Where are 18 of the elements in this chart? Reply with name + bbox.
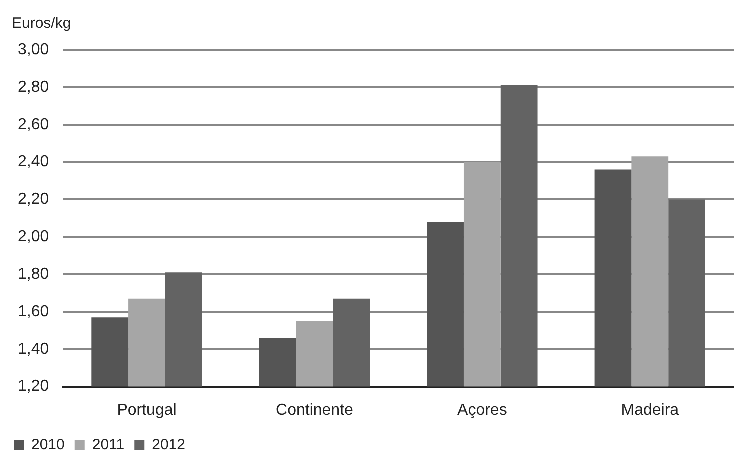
y-tick-label: 2,00 xyxy=(18,228,50,246)
x-tick-label: Portugal xyxy=(117,402,177,419)
y-tick-label: 1,60 xyxy=(18,303,50,320)
y-axis-title: Euros/kg xyxy=(12,15,72,32)
y-tick-label: 3,00 xyxy=(18,41,50,58)
x-tick-label: Açores xyxy=(458,402,508,419)
y-tick-label: 2,20 xyxy=(18,191,50,208)
legend-label: 2010 xyxy=(32,436,65,454)
legend-label: 2011 xyxy=(92,436,125,454)
x-tick-label: Madeira xyxy=(621,402,680,419)
x-tick-label: Continente xyxy=(276,402,354,419)
legend-label: 2012 xyxy=(152,436,186,454)
y-tick-label: 1,20 xyxy=(18,378,50,396)
y-tick-label: 1,80 xyxy=(18,266,50,283)
y-tick-label: 2,60 xyxy=(18,116,50,134)
y-tick-label: 2,80 xyxy=(18,78,50,96)
y-tick-label: 2,40 xyxy=(18,154,50,171)
y-tick-label: 1,40 xyxy=(18,340,50,358)
